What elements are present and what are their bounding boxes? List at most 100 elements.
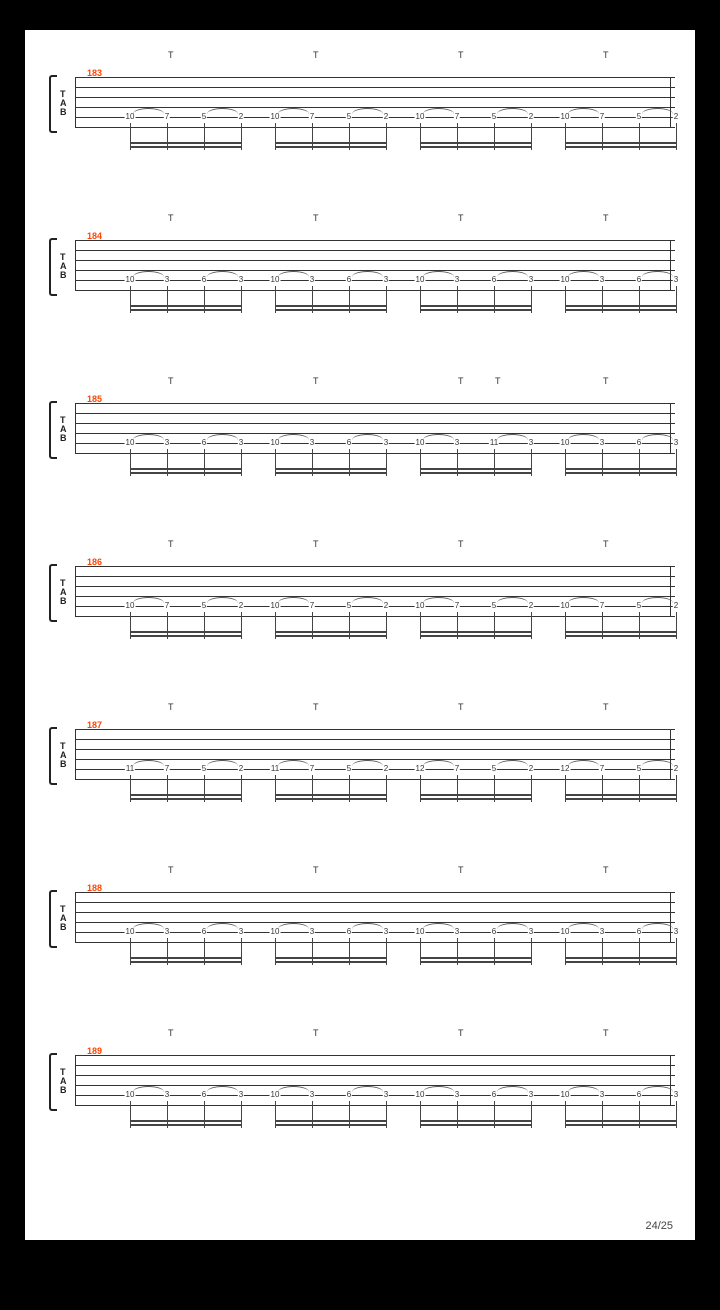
fret-number: 10 bbox=[415, 276, 426, 284]
beam bbox=[275, 631, 387, 633]
slur-arc bbox=[423, 597, 454, 603]
notes-layer: 10363103631036310363 bbox=[75, 892, 675, 972]
fret-number: 12 bbox=[415, 765, 426, 773]
fret-number: 7 bbox=[309, 113, 315, 121]
beam bbox=[420, 146, 532, 148]
slur-arc bbox=[497, 760, 528, 766]
fret-number: 5 bbox=[636, 602, 642, 610]
t-marker: T bbox=[168, 702, 174, 712]
t-marker: T bbox=[603, 865, 609, 875]
beam bbox=[130, 305, 242, 307]
fret-number: 3 bbox=[454, 928, 460, 936]
fret-number: 3 bbox=[528, 1091, 534, 1099]
t-marker: T bbox=[313, 702, 319, 712]
beam bbox=[565, 631, 677, 633]
fret-number: 10 bbox=[560, 113, 571, 121]
notes-layer: 103631036310311310363 bbox=[75, 403, 675, 483]
fret-number: 3 bbox=[599, 439, 605, 447]
fret-number: 10 bbox=[560, 1091, 571, 1099]
fret-number: 2 bbox=[673, 765, 679, 773]
beam bbox=[130, 472, 242, 474]
notes-layer: 10752107521075210752 bbox=[75, 566, 675, 646]
beam bbox=[565, 794, 677, 796]
fret-number: 3 bbox=[383, 928, 389, 936]
fret-number: 2 bbox=[528, 765, 534, 773]
fret-number: 10 bbox=[125, 928, 136, 936]
fret-number: 6 bbox=[636, 928, 642, 936]
fret-number: 2 bbox=[673, 602, 679, 610]
fret-number: 6 bbox=[201, 439, 207, 447]
fret-number: 3 bbox=[673, 276, 679, 284]
slur-arc bbox=[423, 434, 454, 440]
slur-arc bbox=[568, 271, 599, 277]
slur-arc bbox=[642, 434, 673, 440]
fret-number: 6 bbox=[201, 1091, 207, 1099]
fret-number: 3 bbox=[454, 276, 460, 284]
fret-number: 2 bbox=[673, 113, 679, 121]
slur-arc bbox=[278, 1086, 309, 1092]
beam bbox=[275, 635, 387, 637]
slur-arc bbox=[207, 760, 238, 766]
t-markers-row: TTTT bbox=[115, 865, 675, 877]
slur-arc bbox=[497, 597, 528, 603]
beam bbox=[275, 309, 387, 311]
fret-number: 3 bbox=[599, 928, 605, 936]
measure-block: TTTTT185TAB103631036310311310363 bbox=[55, 381, 675, 486]
fret-number: 3 bbox=[164, 928, 170, 936]
beam bbox=[130, 798, 242, 800]
measures-container: TTTT183TAB10752107521075210752TTTT184TAB… bbox=[55, 55, 675, 1138]
slur-arc bbox=[423, 923, 454, 929]
slur-arc bbox=[207, 108, 238, 114]
fret-number: 3 bbox=[164, 439, 170, 447]
slur-arc bbox=[568, 108, 599, 114]
slur-arc bbox=[278, 434, 309, 440]
fret-number: 11 bbox=[125, 765, 135, 773]
fret-number: 7 bbox=[309, 602, 315, 610]
staff-bracket bbox=[49, 890, 57, 948]
slur-arc bbox=[642, 760, 673, 766]
fret-number: 11 bbox=[489, 439, 499, 447]
beam bbox=[420, 961, 532, 963]
slur-arc bbox=[497, 108, 528, 114]
fret-number: 10 bbox=[560, 602, 571, 610]
slur-arc bbox=[133, 271, 164, 277]
t-marker: T bbox=[458, 539, 464, 549]
fret-number: 3 bbox=[383, 1091, 389, 1099]
notes-layer: 10363103631036310363 bbox=[75, 240, 675, 320]
fret-number: 2 bbox=[238, 765, 244, 773]
fret-number: 3 bbox=[238, 439, 244, 447]
t-marker: T bbox=[168, 376, 174, 386]
staff-bracket bbox=[49, 727, 57, 785]
t-marker: T bbox=[495, 376, 501, 386]
t-markers-row: TTTT bbox=[115, 1028, 675, 1040]
beam bbox=[275, 1120, 387, 1122]
slur-arc bbox=[497, 271, 528, 277]
tab-clef-label: TAB bbox=[60, 904, 67, 931]
slur-arc bbox=[133, 108, 164, 114]
measure-block: TTTT183TAB10752107521075210752 bbox=[55, 55, 675, 160]
slur-arc bbox=[568, 923, 599, 929]
slur-arc bbox=[207, 271, 238, 277]
slur-arc bbox=[423, 1086, 454, 1092]
fret-number: 10 bbox=[270, 439, 281, 447]
slur-arc bbox=[423, 271, 454, 277]
beam bbox=[565, 1124, 677, 1126]
beam bbox=[275, 305, 387, 307]
beam bbox=[420, 1120, 532, 1122]
slur-arc bbox=[278, 271, 309, 277]
fret-number: 3 bbox=[309, 1091, 315, 1099]
t-marker: T bbox=[603, 539, 609, 549]
fret-number: 10 bbox=[415, 113, 426, 121]
beam bbox=[275, 794, 387, 796]
fret-number: 3 bbox=[238, 1091, 244, 1099]
tab-clef-label: TAB bbox=[60, 415, 67, 442]
fret-number: 10 bbox=[270, 276, 281, 284]
fret-number: 10 bbox=[125, 113, 136, 121]
t-marker: T bbox=[313, 213, 319, 223]
slur-arc bbox=[642, 271, 673, 277]
fret-number: 2 bbox=[383, 765, 389, 773]
slur-arc bbox=[642, 923, 673, 929]
beam bbox=[565, 472, 677, 474]
beam bbox=[565, 1120, 677, 1122]
t-marker: T bbox=[458, 865, 464, 875]
